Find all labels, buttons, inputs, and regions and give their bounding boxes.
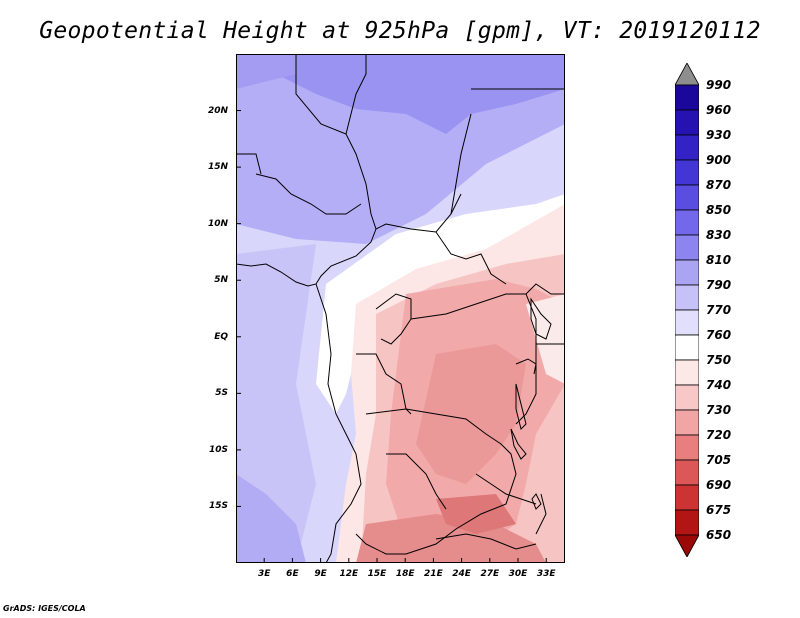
field-west-ocean: [236, 244, 316, 563]
colorbar-segment: [675, 109, 699, 136]
lon-tick-label: 3E: [257, 569, 271, 579]
colorbar-label: 830: [706, 228, 732, 242]
field-pink-705: [436, 494, 516, 534]
map-frame: [236, 54, 565, 563]
colorbar-label: 760: [706, 328, 732, 342]
colorbar-label: 730: [706, 403, 732, 417]
lon-tick-label: 21E: [424, 569, 443, 579]
colorbar-segment: [675, 334, 699, 361]
colorbar-label: 740: [706, 378, 732, 392]
colorbar-segment: [675, 184, 699, 211]
colorbar-segment: [675, 284, 699, 311]
lon-tick-label: 30E: [508, 569, 528, 579]
map-canvas: [236, 54, 565, 563]
colorbar-label: 870: [706, 178, 732, 192]
colorbar-segment: [675, 309, 699, 336]
lon-tick-label: 24E: [452, 569, 471, 579]
colorbar-segment: [675, 259, 699, 286]
colorbar-segment: [675, 159, 699, 186]
lon-tick-label: 12E: [339, 569, 359, 579]
colorbar-segment: [675, 484, 699, 511]
colorbar-segment: [675, 359, 699, 386]
colorbar-segment: [675, 84, 699, 111]
lat-tick-label: EQ: [214, 331, 228, 342]
lakes: [510, 297, 552, 510]
colorbar-segment: [675, 534, 699, 557]
colorbar-label: 720: [706, 428, 732, 442]
colorbar-label: 810: [706, 253, 732, 267]
map-title: Geopotential Height at 925hPa [gpm], VT:…: [39, 18, 761, 44]
colorbar-label: 705: [706, 453, 732, 467]
colorbar-segment: [675, 434, 699, 461]
lon-tick-label: 27E: [480, 569, 500, 579]
lat-tick-label: 5N: [214, 275, 228, 286]
country-borders: [236, 54, 565, 563]
geopotential-map: [236, 54, 565, 563]
lat-tick-label: 5S: [215, 388, 228, 399]
colorbar-label: 690: [706, 478, 732, 492]
colorbar-label: 770: [706, 303, 732, 317]
colorbar: [675, 63, 699, 557]
colorbar-label: 990: [706, 78, 732, 92]
colorbar-segment: [675, 459, 699, 486]
lat-tick-label: 10N: [207, 218, 228, 229]
lon-tick-label: 33E: [536, 569, 556, 579]
field-north-850: [236, 54, 296, 89]
colorbar-segment: [675, 63, 699, 86]
lat-tick-label: 15N: [207, 162, 228, 173]
lon-tick-label: 18E: [395, 569, 415, 579]
lat-tick-label: 15S: [208, 501, 228, 512]
colorbar-segment: [675, 134, 699, 161]
colorbar-label: 750: [706, 353, 732, 367]
field-sw-corner: [236, 474, 306, 563]
lon-tick-label: 15E: [367, 569, 387, 579]
field-north-830: [276, 54, 565, 134]
colorbar-segment: [675, 509, 699, 536]
colorbar-label: 850: [706, 203, 732, 217]
colorbar-label: 960: [706, 103, 732, 117]
colorbar-label: 900: [706, 153, 732, 167]
lon-tick-label: 9E: [314, 569, 327, 579]
field-pink-720: [416, 344, 526, 484]
colorbar-segment: [675, 384, 699, 411]
colorbar-label: 790: [706, 278, 732, 292]
colorbar-segment: [675, 234, 699, 261]
colorbar-segment: [675, 409, 699, 436]
colorbar-label: 675: [706, 503, 732, 517]
grads-credit: GrADS: IGES/COLA: [3, 604, 86, 613]
colorbar-segment: [675, 209, 699, 236]
colorbar-label: 930: [706, 128, 732, 142]
colorbar-label: 650: [706, 528, 732, 542]
lat-tick-label: 10S: [208, 444, 228, 455]
lon-tick-label: 6E: [286, 569, 299, 579]
lat-tick-label: 20N: [207, 105, 228, 116]
